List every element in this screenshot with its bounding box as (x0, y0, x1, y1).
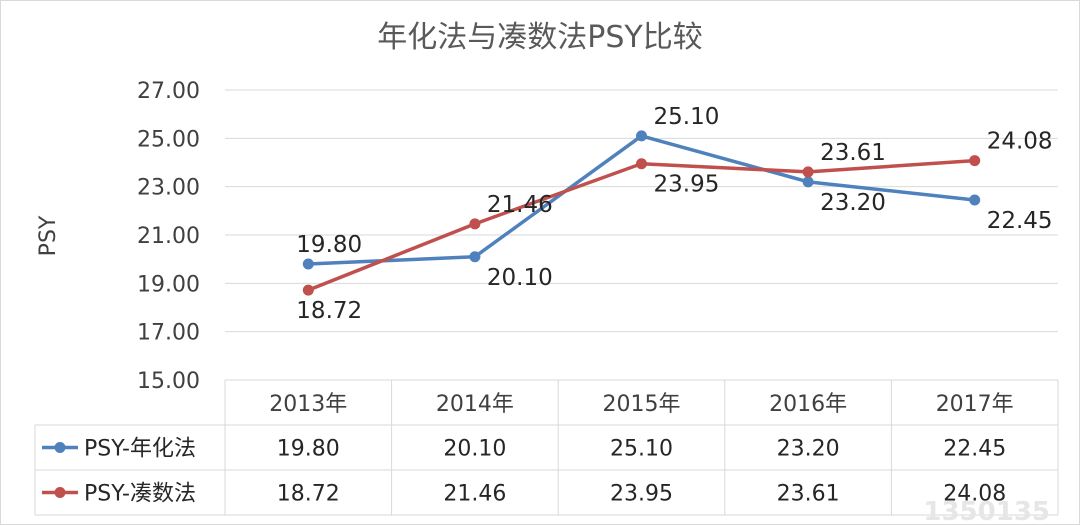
y-axis-ticks: 15.00 17.00 19.00 21.00 23.00 25.00 27.00 (137, 79, 200, 394)
series-lines (302, 130, 981, 296)
data-table: 2013年 2014年 2015年 2016年 2017年 PSY-年化法 19.80 20.… (34, 379, 1059, 516)
data-label: 19.80 (296, 232, 362, 258)
y-tick-label: 19.00 (137, 272, 200, 297)
watermark: 1350135 (923, 497, 1050, 525)
legend-marker-swatch (54, 442, 66, 453)
y-axis-label: PSY (36, 215, 61, 256)
data-point (302, 284, 314, 296)
table-cell-value: 22.45 (943, 437, 1006, 462)
x-category-label: 2016年 (769, 392, 847, 417)
legend-marker-swatch (54, 487, 66, 498)
data-label: 23.95 (654, 172, 720, 198)
table-cell-value: 25.10 (610, 437, 673, 462)
data-point (969, 155, 981, 167)
table-cell-value: 20.10 (443, 437, 506, 462)
data-label: 20.10 (487, 265, 553, 291)
data-point (636, 130, 647, 142)
table-cell-value: 21.46 (443, 482, 506, 507)
data-point (469, 218, 481, 230)
data-point (636, 158, 647, 170)
data-label: 22.45 (987, 208, 1053, 234)
y-tick-label: 27.00 (137, 79, 200, 104)
table-cell-value: 19.80 (277, 437, 340, 462)
legend-entry: PSY-凑数法 (84, 482, 196, 507)
legend-entry: PSY-年化法 (84, 437, 196, 462)
data-point (802, 176, 814, 188)
x-category-label: 2015年 (603, 392, 681, 417)
data-label: 18.72 (296, 298, 362, 324)
data-label: 21.46 (487, 192, 553, 218)
table-cell-value: 24.08 (943, 482, 1006, 507)
x-category-label: 2017年 (936, 392, 1014, 417)
data-point (302, 258, 314, 270)
y-tick-label: 17.00 (137, 321, 200, 346)
table-cell-value: 23.61 (777, 482, 840, 507)
data-point (469, 251, 481, 263)
data-label: 23.20 (820, 190, 886, 216)
table-cell-value: 18.72 (277, 482, 340, 507)
data-label: 24.08 (987, 129, 1053, 155)
table-cell-value: 23.95 (610, 482, 673, 507)
data-point (969, 194, 981, 206)
y-tick-label: 21.00 (137, 224, 200, 249)
y-tick-label: 25.00 (137, 127, 200, 152)
data-label: 23.61 (820, 140, 886, 166)
data-label: 25.10 (654, 104, 720, 130)
chart-title: 年化法与凑数法PSY比较 (377, 20, 702, 55)
data-labels: 19.80 20.10 25.10 23.20 22.45 18.72 21.46 23.95… (296, 104, 1052, 324)
table-cell-value: 23.20 (777, 437, 840, 462)
data-point (802, 166, 814, 178)
y-tick-label: 15.00 (137, 369, 200, 394)
x-category-label: 2013年 (269, 392, 347, 417)
x-category-label: 2014年 (436, 392, 514, 417)
y-tick-label: 23.00 (137, 176, 200, 201)
